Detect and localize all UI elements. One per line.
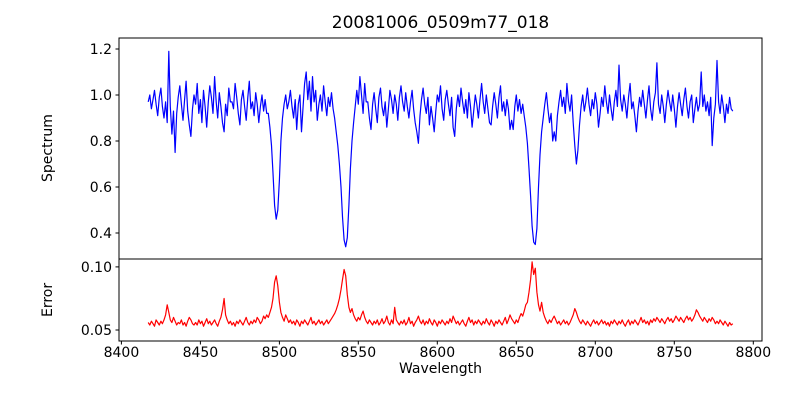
x-tick-label: 8800 xyxy=(735,345,771,361)
x-tick-label: 8750 xyxy=(656,345,692,361)
x-tick-label: 8650 xyxy=(498,345,534,361)
y-tick-label: 0.8 xyxy=(90,134,112,150)
plot-border xyxy=(118,37,763,260)
chart-title: 20081006_0509m77_018 xyxy=(331,13,550,33)
y-tick-label: 1.2 xyxy=(90,42,112,58)
spectrum-y-axis-label: Spectrum xyxy=(40,114,56,183)
x-tick-label: 8550 xyxy=(340,345,376,361)
x-tick-label: 8500 xyxy=(262,345,298,361)
y-tick-label: 1.0 xyxy=(90,88,112,104)
x-tick-label: 8700 xyxy=(577,345,613,361)
y-tick-label: 0.6 xyxy=(90,180,112,196)
spectrum-line xyxy=(147,50,734,248)
x-tick-label: 8450 xyxy=(183,345,219,361)
x-axis-label: Wavelength xyxy=(398,361,483,377)
x-tick-label: 8400 xyxy=(104,345,140,361)
error-line xyxy=(147,261,734,327)
spectrum-plot: 0.4 0.6 0.8 1.0 1.2 xyxy=(90,37,763,260)
error-plot: 0.05 0.10 8400 8450 8500 8550 8600 8650 8700 8750… xyxy=(81,258,771,361)
error-y-axis-label: Error xyxy=(40,282,56,318)
y-tick-label: 0.4 xyxy=(90,226,112,242)
x-tick-label: 8600 xyxy=(419,345,455,361)
y-tick-label: 0.10 xyxy=(81,260,112,276)
y-tick-label: 0.05 xyxy=(81,323,112,339)
plot-border xyxy=(118,258,763,342)
